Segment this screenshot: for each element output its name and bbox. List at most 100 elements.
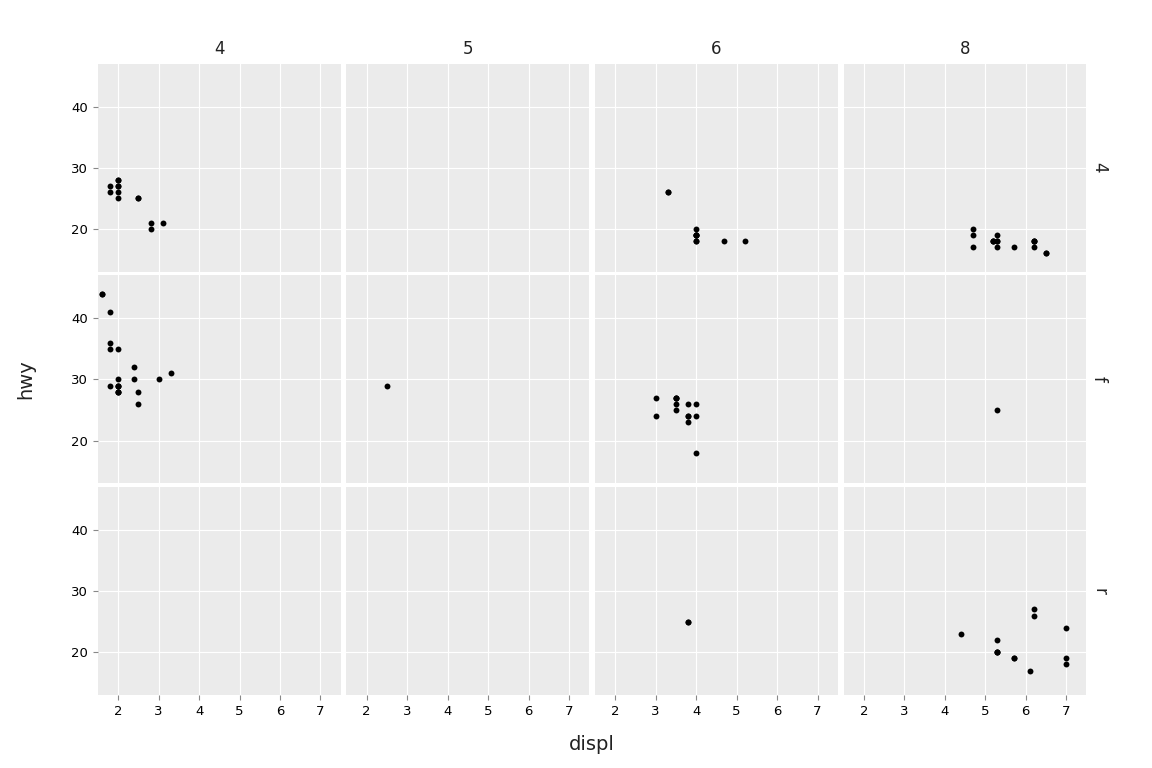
Point: [129, 192, 147, 204]
Point: [646, 392, 665, 404]
Point: [129, 386, 147, 398]
Point: [109, 386, 128, 398]
Point: [964, 241, 983, 253]
Point: [687, 235, 705, 247]
Point: [687, 229, 705, 241]
Point: [679, 410, 697, 422]
Point: [667, 398, 685, 410]
Point: [687, 223, 705, 235]
Point: [1005, 652, 1023, 664]
Point: [687, 398, 705, 410]
Point: [126, 361, 144, 373]
Point: [109, 343, 128, 355]
Text: 4: 4: [1090, 162, 1108, 173]
Point: [109, 386, 128, 398]
Point: [988, 235, 1007, 247]
Point: [659, 186, 677, 198]
Point: [109, 386, 128, 398]
Point: [378, 379, 396, 392]
Point: [1056, 652, 1075, 664]
Point: [1056, 658, 1075, 670]
Point: [129, 192, 147, 204]
Point: [988, 235, 1007, 247]
Point: [687, 447, 705, 459]
Text: r: r: [1090, 588, 1108, 594]
Point: [984, 235, 1002, 247]
Point: [101, 186, 120, 198]
Point: [984, 235, 1002, 247]
Point: [964, 223, 983, 235]
Point: [101, 306, 120, 318]
Point: [988, 241, 1007, 253]
Point: [109, 180, 128, 192]
Point: [109, 174, 128, 186]
Point: [679, 615, 697, 627]
Text: 5: 5: [463, 40, 473, 58]
Point: [1037, 247, 1055, 260]
Point: [109, 379, 128, 392]
Point: [646, 410, 665, 422]
Point: [1024, 235, 1043, 247]
Point: [109, 379, 128, 392]
Point: [1037, 247, 1055, 260]
Point: [952, 627, 970, 640]
Text: f: f: [1090, 376, 1108, 382]
Point: [129, 398, 147, 410]
Point: [988, 646, 1007, 658]
Point: [1024, 235, 1043, 247]
Point: [101, 180, 120, 192]
Point: [984, 235, 1002, 247]
Point: [1024, 241, 1043, 253]
Point: [667, 404, 685, 416]
Point: [109, 174, 128, 186]
Point: [1021, 664, 1039, 677]
Point: [109, 192, 128, 204]
Point: [679, 410, 697, 422]
Text: 6: 6: [711, 40, 721, 58]
Point: [1056, 621, 1075, 634]
Point: [93, 288, 112, 300]
Point: [109, 379, 128, 392]
Point: [101, 336, 120, 349]
Text: 8: 8: [960, 40, 970, 58]
Point: [161, 367, 180, 379]
Point: [988, 646, 1007, 658]
Point: [687, 229, 705, 241]
Point: [735, 235, 753, 247]
Text: displ: displ: [569, 736, 615, 754]
Point: [126, 373, 144, 386]
Point: [988, 229, 1007, 241]
Point: [679, 615, 697, 627]
Point: [1005, 241, 1023, 253]
Point: [687, 235, 705, 247]
Point: [687, 229, 705, 241]
Point: [679, 398, 697, 410]
Point: [1024, 604, 1043, 616]
Point: [687, 229, 705, 241]
Point: [142, 217, 160, 229]
Point: [988, 646, 1007, 658]
Point: [150, 373, 168, 386]
Point: [101, 343, 120, 355]
Point: [109, 373, 128, 386]
Point: [667, 392, 685, 404]
Point: [153, 217, 172, 229]
Point: [1005, 652, 1023, 664]
Text: 4: 4: [214, 40, 225, 58]
Point: [679, 416, 697, 429]
Text: hwy: hwy: [16, 359, 35, 399]
Point: [659, 186, 677, 198]
Point: [1024, 235, 1043, 247]
Point: [93, 288, 112, 300]
Point: [988, 404, 1007, 416]
Point: [1024, 610, 1043, 622]
Point: [964, 229, 983, 241]
Point: [667, 392, 685, 404]
Point: [687, 410, 705, 422]
Point: [109, 180, 128, 192]
Point: [101, 379, 120, 392]
Point: [142, 223, 160, 235]
Point: [715, 235, 734, 247]
Point: [988, 634, 1007, 646]
Point: [109, 186, 128, 198]
